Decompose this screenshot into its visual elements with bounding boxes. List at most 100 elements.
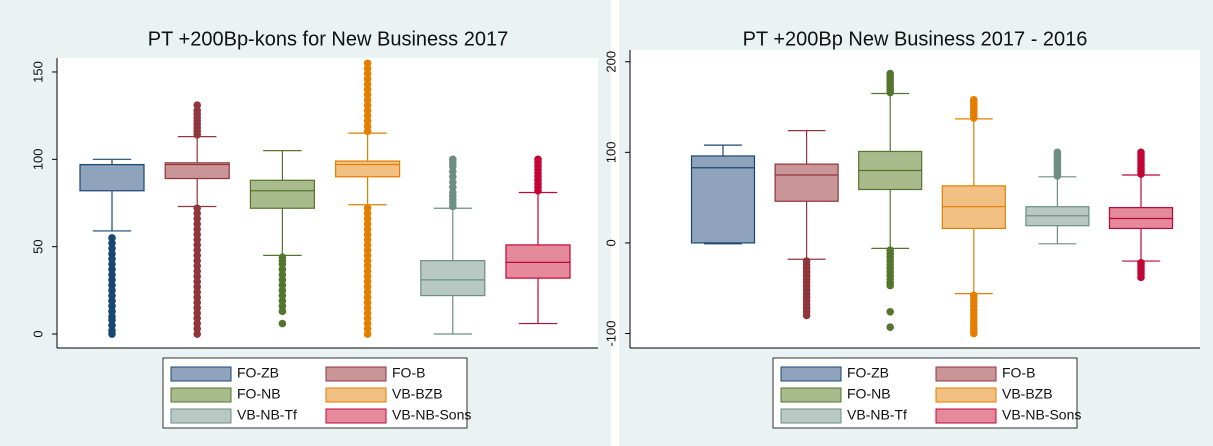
outlier <box>363 293 372 302</box>
outlier <box>193 204 201 213</box>
outlier <box>363 314 372 323</box>
legend-swatch <box>170 366 232 382</box>
legend-swatch <box>170 387 232 403</box>
outlier <box>449 172 457 181</box>
outlier <box>363 90 372 99</box>
legend-label: FO-NB <box>847 386 891 402</box>
y-tick-label: -100 <box>603 320 618 346</box>
legend-label: VB-NB-Sons <box>392 407 471 423</box>
outlier <box>108 255 116 263</box>
outlier <box>363 309 372 317</box>
outlier <box>193 272 201 281</box>
plot-area <box>57 58 598 348</box>
box <box>79 163 145 192</box>
legend-swatch <box>935 366 997 382</box>
outlier <box>108 302 116 310</box>
box <box>420 260 486 297</box>
outlier <box>278 270 287 279</box>
outlier <box>363 64 372 73</box>
outlier <box>108 265 116 274</box>
outlier <box>278 307 287 316</box>
outlier <box>108 291 116 300</box>
box <box>774 163 839 202</box>
legend-label: FO-NB <box>237 386 281 402</box>
outlier <box>193 288 201 296</box>
outlier <box>970 96 978 104</box>
box <box>335 160 401 178</box>
outlier <box>193 314 201 323</box>
outlier <box>108 276 116 284</box>
outlier <box>108 286 116 295</box>
outlier <box>363 204 372 213</box>
legend-label: FO-ZB <box>847 365 889 381</box>
outlier <box>363 272 372 281</box>
outlier <box>278 276 287 284</box>
y-tick-label: 200 <box>603 51 618 73</box>
y-tick-label: 100 <box>603 142 618 164</box>
outlier <box>1137 148 1145 157</box>
legend-label: FO-B <box>392 365 425 381</box>
outlier <box>363 235 372 244</box>
outlier <box>449 178 457 186</box>
legend-swatch <box>780 408 842 424</box>
outlier <box>193 235 201 244</box>
y-tick-label: 50 <box>30 239 45 253</box>
outlier <box>970 329 978 338</box>
outlier <box>363 117 372 125</box>
outlier <box>363 85 372 94</box>
outlier <box>363 277 372 286</box>
outlier <box>278 286 287 295</box>
outlier <box>886 323 894 331</box>
outlier <box>363 101 372 109</box>
outlier <box>363 209 372 218</box>
legend-swatch <box>780 366 842 382</box>
chart-title: PT +200Bp New Business 2017 - 2016 <box>743 28 1088 50</box>
outlier <box>363 96 372 104</box>
outlier <box>193 241 201 249</box>
legend-label: FO-B <box>1002 365 1035 381</box>
outlier <box>193 319 201 328</box>
outlier <box>278 291 287 300</box>
outlier <box>193 267 201 275</box>
outlier <box>363 111 372 120</box>
outlier <box>363 230 372 239</box>
outlier <box>886 69 894 78</box>
outlier <box>193 220 201 228</box>
outlier <box>108 239 116 247</box>
outlier <box>1137 273 1145 282</box>
outlier <box>108 297 116 305</box>
outlier <box>363 288 372 296</box>
y-tick-label: 0 <box>603 239 618 246</box>
outlier <box>363 246 372 254</box>
y-tick-label: 100 <box>30 148 45 170</box>
outlier <box>363 262 372 270</box>
outlier <box>534 155 542 164</box>
outlier <box>449 155 457 164</box>
outlier <box>108 260 116 268</box>
box <box>505 244 571 279</box>
outlier <box>108 270 116 279</box>
outlier <box>363 59 372 68</box>
outlier <box>449 183 457 192</box>
outlier <box>278 265 287 274</box>
outlier <box>363 304 372 312</box>
outlier <box>278 302 287 310</box>
outlier <box>363 127 372 136</box>
legend-label: VB-NB-Sons <box>1002 407 1081 423</box>
outlier <box>193 298 201 307</box>
outlier <box>193 324 201 333</box>
legend-label: VB-BZB <box>392 386 443 402</box>
outlier <box>363 283 372 291</box>
outlier <box>363 256 372 265</box>
outlier <box>108 307 116 316</box>
outlier <box>363 214 372 223</box>
outlier <box>193 330 201 338</box>
outlier <box>193 283 201 291</box>
legend-swatch <box>325 408 387 424</box>
legend-swatch <box>780 387 842 403</box>
outlier <box>193 309 201 317</box>
outlier <box>363 324 372 333</box>
box <box>690 155 756 244</box>
